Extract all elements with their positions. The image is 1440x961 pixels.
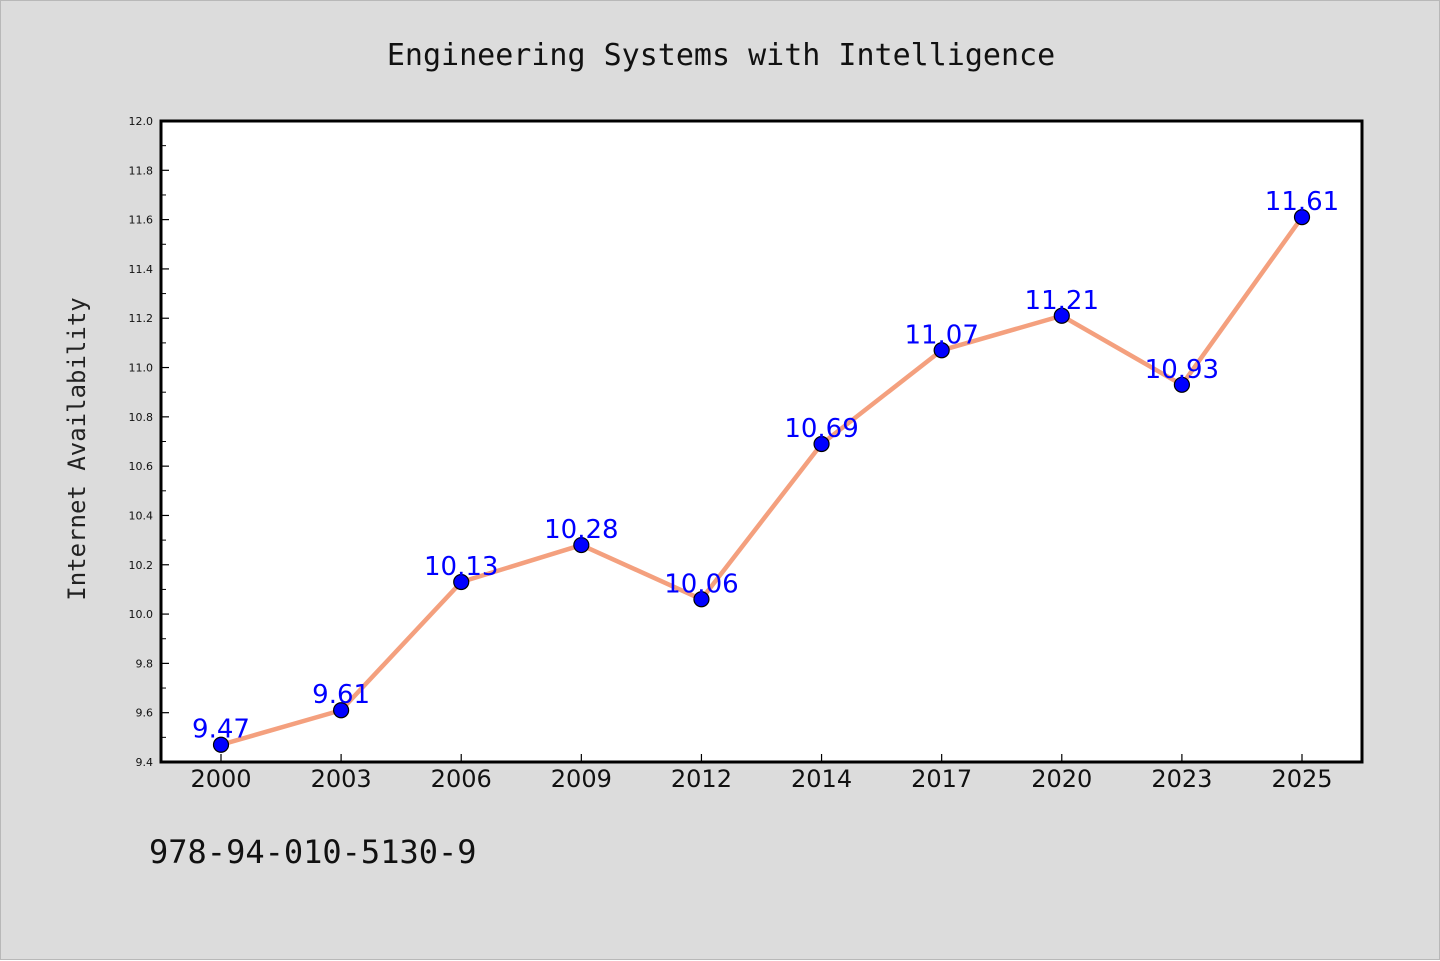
- y-tick-label: 10.2: [129, 559, 154, 572]
- chart-title: Engineering Systems with Intelligence: [387, 38, 1055, 73]
- x-axis-ticks: 2000 2003 2006 2009 2012 2014 2017 2020 2023 2025: [190, 754, 1333, 793]
- data-label: 10.06: [664, 569, 738, 599]
- y-axis-label: Internet Availability: [63, 297, 91, 600]
- data-label: 9.61: [312, 680, 370, 710]
- data-label: 11.61: [1265, 187, 1339, 217]
- data-label: 10.69: [784, 414, 858, 444]
- series-line-group: [218, 214, 1305, 747]
- data-label: 9.47: [192, 715, 250, 745]
- data-label: 11.07: [904, 320, 978, 350]
- y-axis-ticks: 9.4 9.6 9.8 10.0 10.2 10.4 10.6 10.8 11.0 11.2 11.…: [129, 115, 169, 769]
- data-point: [333, 702, 350, 719]
- y-tick-label: 11.0: [129, 362, 154, 375]
- data-point: [693, 591, 710, 608]
- data-label: 10.13: [424, 552, 498, 582]
- y-tick-label: 12.0: [129, 115, 154, 128]
- y-tick-label: 9.8: [136, 657, 154, 670]
- data-point: [1173, 376, 1190, 393]
- x-tick-label: 2012: [671, 765, 732, 793]
- y-tick-label: 10.0: [129, 608, 154, 621]
- x-tick-label: 2014: [791, 765, 852, 793]
- data-label: 11.21: [1025, 286, 1099, 316]
- data-labels-group: 9.47 9.61 10.13 10.28 10.06 10.69 11.07 11.21 10…: [192, 187, 1339, 745]
- data-point: [1293, 209, 1311, 226]
- data-label: 10.93: [1145, 355, 1219, 385]
- series-line: [218, 214, 1305, 747]
- x-tick-label: 2006: [431, 765, 492, 793]
- data-label: 10.28: [544, 515, 618, 545]
- y-tick-label: 11.4: [129, 263, 154, 276]
- x-tick-label: 2009: [551, 765, 612, 793]
- isbn-text: 978-94-010-5130-9: [149, 833, 477, 871]
- plot-frame: [159, 119, 1364, 764]
- x-tick-label: 2023: [1151, 765, 1212, 793]
- x-tick-label: 2000: [190, 765, 251, 793]
- x-tick-label: 2017: [911, 765, 972, 793]
- y-tick-label: 9.4: [136, 756, 154, 769]
- y-tick-label: 11.2: [129, 312, 154, 325]
- y-tick-label: 9.6: [136, 707, 154, 720]
- plot-area: [161, 121, 1362, 762]
- data-point: [212, 736, 230, 753]
- data-point: [1053, 307, 1070, 324]
- data-point: [453, 573, 470, 591]
- data-points-group: [212, 209, 1311, 753]
- y-tick-label: 10.8: [129, 411, 154, 424]
- y-tick-label: 10.4: [129, 509, 154, 522]
- data-point: [573, 536, 590, 554]
- x-tick-label: 2003: [311, 765, 372, 793]
- y-tick-label: 11.8: [129, 164, 154, 177]
- data-point: [813, 435, 830, 453]
- y-tick-label: 11.6: [129, 214, 154, 227]
- x-tick-label: 2020: [1031, 765, 1092, 793]
- y-tick-label: 10.6: [129, 460, 154, 473]
- x-tick-label: 2025: [1271, 765, 1332, 793]
- data-point: [933, 342, 950, 359]
